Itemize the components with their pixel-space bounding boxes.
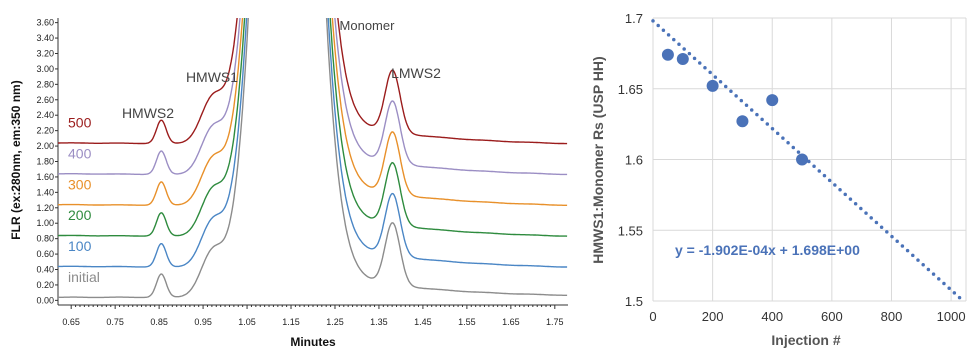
x-tick-label: 0.75 [106, 317, 124, 327]
annotation-hmws2: HMWS2 [122, 105, 174, 121]
y-axis-title: FLR (ex:280nm, em:350 nm) [9, 80, 23, 239]
x-tick-label: 1.25 [326, 317, 344, 327]
x-tick-label: 0 [649, 309, 656, 324]
trace-100 [58, 18, 568, 268]
annotation-hmws1: HMWS1 [186, 69, 238, 85]
y-tick-label: 1.55 [618, 223, 643, 238]
y-tick-label: 3.60 [36, 18, 54, 28]
x-tick-label: 0.65 [62, 317, 80, 327]
x-tick-label: 1.45 [414, 317, 432, 327]
traces [58, 18, 568, 299]
x-tick-label: 200 [702, 309, 724, 324]
y-tick-label: 0.80 [36, 234, 54, 244]
y-tick-label: 2.00 [36, 141, 54, 151]
x-tick-label: 1000 [937, 309, 966, 324]
x-tick-label: 1.55 [458, 317, 476, 327]
y-tick-label: 1.00 [36, 218, 54, 228]
annotation-lmws2: LMWS2 [391, 65, 441, 81]
x-tick-label: 1.05 [238, 317, 256, 327]
y-tick-label: 1.6 [625, 153, 643, 168]
x-tick-label: 600 [821, 309, 843, 324]
series-label-initial: initial [68, 269, 100, 285]
y-tick-label: 0.00 [36, 295, 54, 305]
y-tick-label: 0.20 [36, 280, 54, 290]
data-point [736, 115, 749, 128]
trace-initial [58, 18, 568, 299]
x-tick-label: 400 [761, 309, 783, 324]
y-tick-label: 1.20 [36, 203, 54, 213]
y-tick-label: 1.60 [36, 172, 54, 182]
trace-300 [58, 18, 568, 206]
series-label-200: 200 [68, 207, 92, 223]
trace-500 [58, 18, 568, 145]
data-point [661, 48, 674, 61]
y-tick-label: 3.00 [36, 64, 54, 74]
trendline [651, 19, 966, 303]
y-tick-label: 1.40 [36, 187, 54, 197]
series-label-400: 400 [68, 145, 92, 161]
y-tick-label: 2.60 [36, 95, 54, 105]
x-tick-label: 0.95 [194, 317, 212, 327]
y-tick-label: 2.80 [36, 79, 54, 89]
data-point [676, 53, 689, 66]
y-tick-label: 0.40 [36, 265, 54, 275]
trace-400 [58, 18, 568, 176]
series-label-300: 300 [68, 176, 92, 192]
trace-200 [58, 18, 568, 237]
x-tick-label: 0.85 [150, 317, 168, 327]
y-tick-label: 0.60 [36, 249, 54, 259]
y-tick-label: 3.40 [36, 33, 54, 43]
x-tick-label: 1.15 [282, 317, 300, 327]
series-label-100: 100 [68, 238, 92, 254]
series-label-500: 500 [68, 115, 92, 131]
x-axis-title: Minutes [290, 335, 336, 349]
x-tick-label: 1.35 [370, 317, 388, 327]
x-tick-label: 1.75 [546, 317, 564, 327]
y-axis-title: HMWS1:Monomer Rs (USP HH) [590, 56, 606, 263]
y-tick-label: 2.20 [36, 126, 54, 136]
trendline-equation: y = -1.902E-04x + 1.698E+00 [675, 242, 860, 258]
data-point [706, 79, 719, 92]
x-tick-label: 1.65 [502, 317, 520, 327]
annotation-monomer: Monomer [340, 18, 396, 33]
data-point [766, 94, 779, 107]
y-tick-label: 2.40 [36, 110, 54, 120]
y-tick-label: 1.65 [618, 82, 643, 97]
x-axis-title: Injection # [771, 332, 840, 348]
data-point [796, 153, 809, 166]
y-tick-label: 1.7 [625, 11, 643, 26]
x-tick-label: 800 [881, 309, 903, 324]
y-tick-label: 3.20 [36, 48, 54, 58]
y-tick-label: 1.80 [36, 157, 54, 167]
y-tick-label: 1.5 [625, 294, 643, 309]
